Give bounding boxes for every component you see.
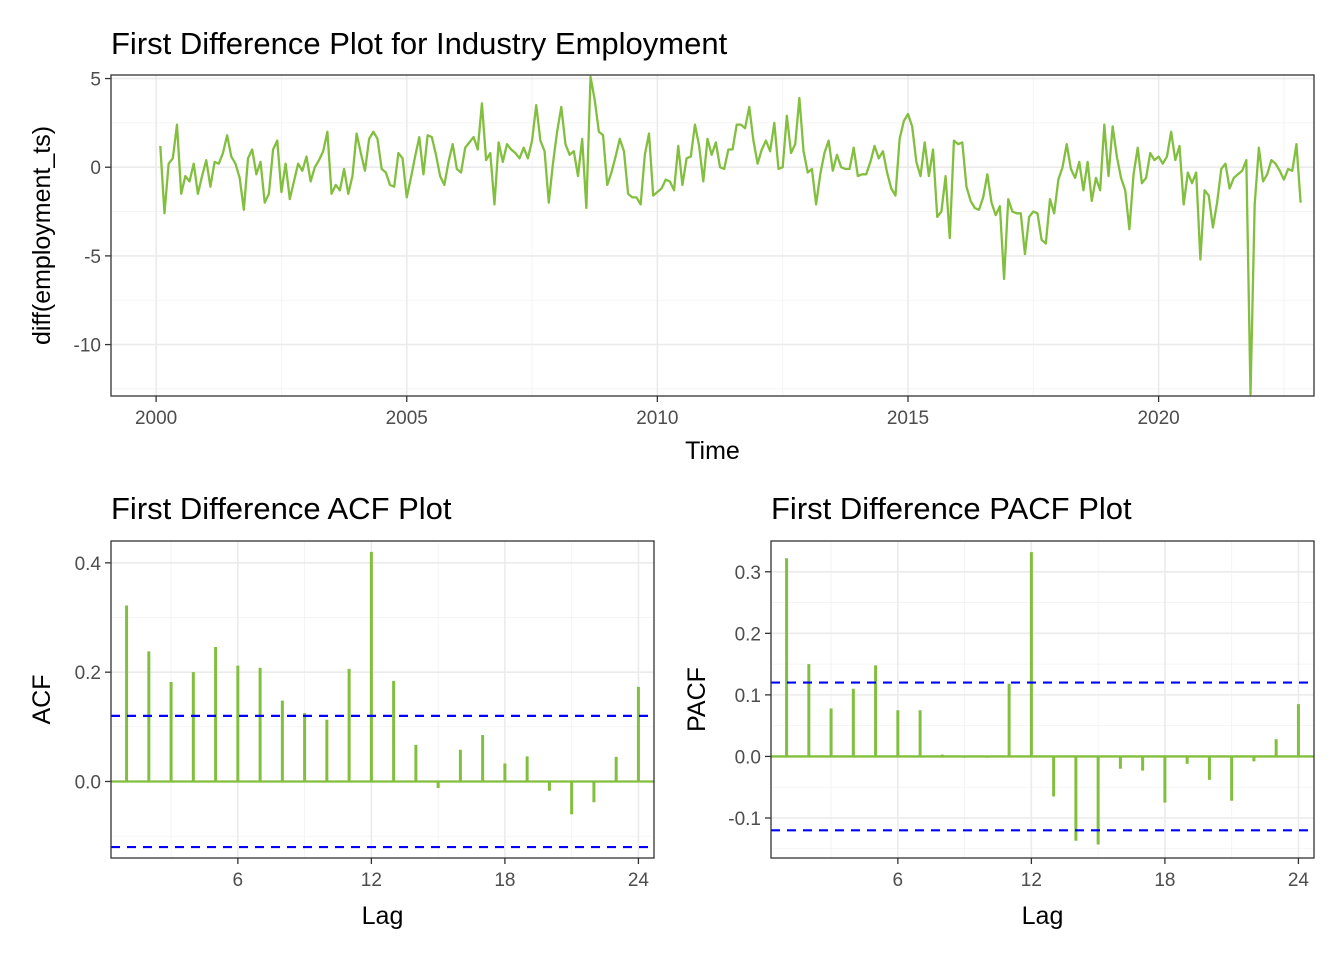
y-tick-label: -10: [74, 336, 101, 357]
y-axis-title: ACF: [28, 675, 56, 725]
panel-border: [770, 540, 1315, 859]
x-tick-label: 18: [494, 870, 515, 891]
x-tick-label: 24: [1288, 870, 1310, 891]
series-line: [159, 75, 1302, 396]
diff-plot: 2000 2005 2010 2015 2020 -10 -5 0 5 First Differe…: [28, 26, 1315, 465]
y-tick-label: 0.3: [735, 563, 761, 584]
x-tick-label: 2005: [386, 408, 428, 429]
pacf-plot: 6 12 18 24 -0.1 0.0 0.1 0.2 0.3 First Difference …: [683, 491, 1315, 930]
x-tick-label: 6: [233, 870, 244, 891]
y-tick-label: 0.1: [735, 686, 761, 707]
panel-border: [110, 74, 1315, 397]
y-tick-label: 0: [90, 158, 101, 179]
x-tick-label: 2010: [636, 408, 678, 429]
x-axis-title: Lag: [1022, 902, 1064, 930]
x-tick-label: 18: [1154, 870, 1175, 891]
x-tick-label: 12: [1021, 870, 1042, 891]
x-axis-title: Lag: [362, 902, 404, 930]
x-tick-label: 2015: [887, 408, 929, 429]
chart-title: First Difference PACF Plot: [771, 491, 1132, 526]
y-axis-title: diff(employment_ts): [28, 126, 56, 345]
y-tick-label: -5: [84, 247, 101, 268]
x-tick-label: 2020: [1137, 408, 1179, 429]
x-tick-label: 6: [893, 870, 904, 891]
panel-border: [110, 540, 655, 859]
x-tick-label: 24: [628, 870, 650, 891]
y-tick-label: 0.0: [75, 772, 101, 793]
y-tick-label: -0.1: [728, 809, 761, 830]
y-axis-title: PACF: [683, 667, 711, 732]
chart-title: First Difference ACF Plot: [111, 491, 452, 526]
y-tick-label: 0.4: [75, 554, 102, 575]
y-tick-label: 0.2: [75, 663, 101, 684]
x-tick-label: 12: [361, 870, 382, 891]
x-tick-label: 2000: [135, 408, 177, 429]
acf-plot: 6 12 18 24 0.0 0.2 0.4 First Difference ACF Plo…: [28, 491, 655, 930]
y-tick-label: 0.0: [735, 747, 761, 768]
x-axis-title: Time: [685, 437, 740, 465]
y-tick-label: 5: [90, 70, 101, 91]
chart-title: First Difference Plot for Industry Emplo…: [111, 26, 728, 61]
y-tick-label: 0.2: [735, 624, 761, 645]
